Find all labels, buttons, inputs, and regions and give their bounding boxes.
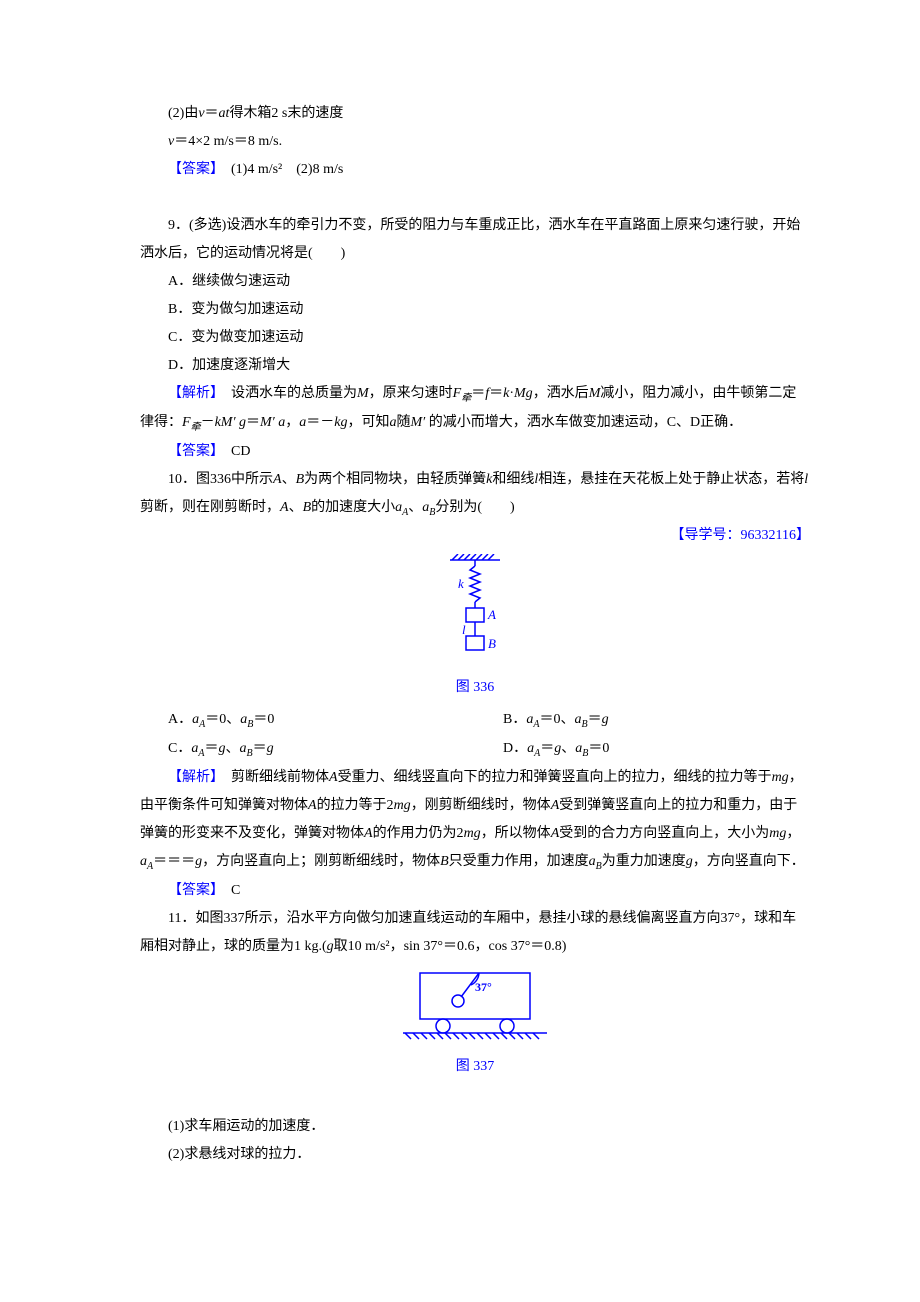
top-line1: (2)由v＝at得木箱2 s末的速度 <box>140 100 810 128</box>
q10sA: A <box>273 472 282 487</box>
q9aMp: M′ <box>410 415 425 430</box>
fig336-l: l <box>462 622 466 637</box>
fig336-B: B <box>488 636 496 651</box>
q9-optD: D．加速度逐渐增大 <box>140 352 810 380</box>
q10s1: 图336中所示 <box>196 472 273 487</box>
q10-opts-row1: A．aA＝0、aB＝0 B．aA＝0、aB＝g <box>140 706 810 735</box>
q10-optD: D．aA＝g、aB＝0 <box>475 735 810 764</box>
q9aMa: M′ a <box>260 415 285 430</box>
spacer2 <box>140 1085 810 1113</box>
q9aF1: F <box>453 386 462 401</box>
q9akM: kM′ g <box>215 415 246 430</box>
top-ans-text: (1)4 m/s² (2)8 m/s <box>217 162 343 177</box>
fig337: 37° <box>140 967 810 1047</box>
fig337-svg: 37° <box>395 967 555 1047</box>
q11-stem: 11．如图337所示，沿水平方向做匀加速直线运动的车厢中，悬挂小球的悬线偏离竖直… <box>140 905 810 961</box>
q10-ans-label: 【答案】 <box>168 883 217 898</box>
fig336-A: A <box>487 607 496 622</box>
q9-answer: 【答案】 CD <box>140 438 810 466</box>
q9-optA: A．继续做匀速运动 <box>140 268 810 296</box>
q9a6: ，洒水后 <box>533 386 589 401</box>
q9a12: ，可知 <box>347 415 389 430</box>
q9-stem-a: 设洒水车的牵引力不变，所受的阻力与车重成正比，洒水车在平直路面上原来匀速行驶，开… <box>140 218 800 261</box>
q9aM1: M <box>357 386 369 401</box>
q10sl2: l <box>804 472 808 487</box>
t2b: ＝4×2 m/s＝8 m/s. <box>174 134 282 149</box>
q9aM2: M <box>589 386 601 401</box>
q9-type: (多选) <box>189 218 226 233</box>
q9a2: ，原来匀速时 <box>369 386 453 401</box>
t1a: (2)由 <box>168 106 198 121</box>
t1d: at <box>219 106 230 121</box>
q9aF2: F <box>182 415 191 430</box>
q9a13: 随 <box>396 415 410 430</box>
q10-answer: 【答案】 C <box>140 877 810 905</box>
q10s8: 的加速度大小 <box>311 500 395 515</box>
q10-stem: 10．图336中所示A、B为两个相同物块，由轻质弹簧k和细线l相连，悬挂在天花板… <box>140 466 810 523</box>
q9-num: 9． <box>168 218 189 233</box>
fig337-angle: 37° <box>475 980 492 994</box>
q10s7: 、 <box>289 500 303 515</box>
q11sg: g <box>327 939 334 954</box>
q10s5: 相连，悬挂在天花板上处于静止状态，若将 <box>538 472 804 487</box>
fig336-cap: 图 336 <box>140 674 810 702</box>
q9-optC: C．变为做变加速运动 <box>140 324 810 352</box>
top-ans-label: 【答案】 <box>168 162 217 177</box>
q10-optB: B．aA＝0、aB＝g <box>475 706 810 735</box>
q9-stem: 9．(多选)设洒水车的牵引力不变，所受的阻力与车重成正比，洒水车在平直路面上原来… <box>140 212 810 268</box>
q9a8: － <box>201 415 215 430</box>
q9-optB: B．变为做匀加速运动 <box>140 296 810 324</box>
q10-ans: C <box>217 883 240 898</box>
t1c: ＝ <box>205 106 219 121</box>
q9-ana-label: 【解析】 <box>168 386 217 401</box>
q9a1: 设洒水车的总质量为 <box>217 386 357 401</box>
q9-ans-label: 【答案】 <box>168 444 217 459</box>
q10s2: 、 <box>282 472 296 487</box>
q10-opts-row2: C．aA＝g、aB＝g D．aA＝g、aB＝0 <box>140 735 810 764</box>
q10s3: 为两个相同物块，由轻质弹簧 <box>304 472 486 487</box>
q10sB2: B <box>303 500 312 515</box>
fig336: k A l B <box>140 554 810 670</box>
q11-num: 11． <box>168 911 195 926</box>
q10s9: 、 <box>408 500 422 515</box>
top-answer: 【答案】 (1)4 m/s² (2)8 m/s <box>140 156 810 184</box>
q9a3: ＝ <box>471 386 485 401</box>
q9-analysis: 【解析】 设洒水车的总质量为M，原来匀速时F牵＝f＝k·Mg，洒水后M减小，阻力… <box>140 380 810 438</box>
q10-guide: 【导学号：96332116】 <box>140 522 810 550</box>
fig336-k: k <box>458 576 464 591</box>
q9a4: ＝ <box>489 386 503 401</box>
q9a14: 的减小而增大，洒水车做变加速运动，C、D正确． <box>425 415 742 430</box>
q11s2: 取10 m/s²，sin 37°＝0.6，cos 37°＝0.8) <box>334 939 567 954</box>
top-line2: v＝4×2 m/s＝8 m/s. <box>140 128 810 156</box>
q9a10: ， <box>285 415 299 430</box>
q9as2: 牵 <box>191 422 201 433</box>
fig337-cap: 图 337 <box>140 1053 810 1081</box>
q10s6: 剪断，则在刚剪断时， <box>140 500 280 515</box>
q10s4: 和细线 <box>492 472 534 487</box>
fig336-svg: k A l B <box>430 554 520 664</box>
q10s10: 分别为( ) <box>435 500 514 515</box>
q10-ana-label: 【解析】 <box>168 770 217 785</box>
q9aMg: Mg <box>514 386 533 401</box>
q11-sub1: (1)求车厢运动的加速度． <box>140 1113 810 1141</box>
q9as1: 牵 <box>461 393 471 404</box>
q10-num: 10． <box>168 472 196 487</box>
q9akg: kg <box>334 415 347 430</box>
q9a9: ＝ <box>246 415 260 430</box>
spacer1 <box>140 184 810 212</box>
t1e: 得木箱2 s末的速度 <box>229 106 343 121</box>
q10sA2: A <box>280 500 289 515</box>
q10-optA: A．aA＝0、aB＝0 <box>140 706 475 735</box>
q9a11: ＝－ <box>306 415 334 430</box>
q10-optC: C．aA＝g、aB＝g <box>140 735 475 764</box>
q11-sub2: (2)求悬线对球的拉力． <box>140 1141 810 1169</box>
q9-ans: CD <box>217 444 250 459</box>
q10-analysis: 【解析】 剪断细线前物体A受重力、细线竖直向下的拉力和弹簧竖直向上的拉力，细线的… <box>140 764 810 877</box>
q10sB: B <box>296 472 305 487</box>
